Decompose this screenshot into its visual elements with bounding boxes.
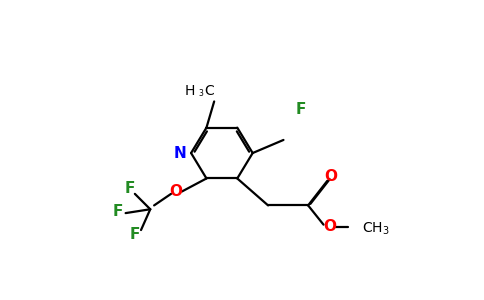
Text: CH$_3$: CH$_3$ <box>362 220 390 237</box>
Text: F: F <box>295 102 305 117</box>
Text: O: O <box>169 184 182 199</box>
Text: F: F <box>130 227 140 242</box>
Text: O: O <box>323 220 336 235</box>
Text: N: N <box>174 146 187 160</box>
Text: F: F <box>124 181 135 196</box>
Text: H: H <box>184 84 195 98</box>
Text: $_3$: $_3$ <box>198 88 204 100</box>
Text: O: O <box>325 169 338 184</box>
Text: F: F <box>113 204 123 219</box>
Text: C: C <box>204 84 214 98</box>
